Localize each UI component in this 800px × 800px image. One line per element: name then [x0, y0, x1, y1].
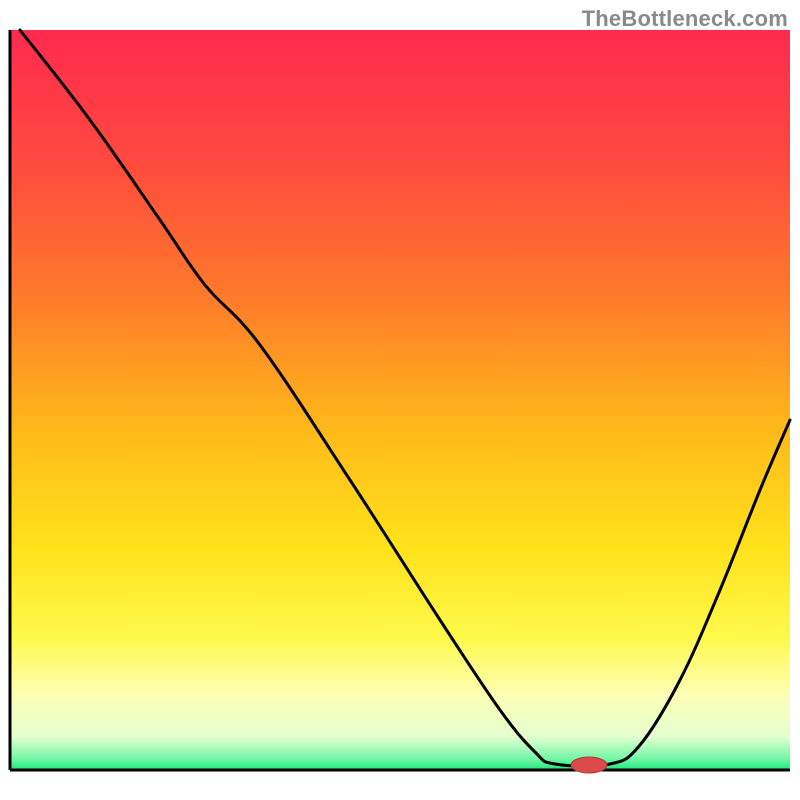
- optimal-point-marker: [571, 757, 607, 773]
- gradient-curve-chart: [0, 0, 800, 800]
- plot-background: [10, 30, 790, 770]
- watermark-text: TheBottleneck.com: [582, 6, 788, 32]
- chart-container: TheBottleneck.com: [0, 0, 800, 800]
